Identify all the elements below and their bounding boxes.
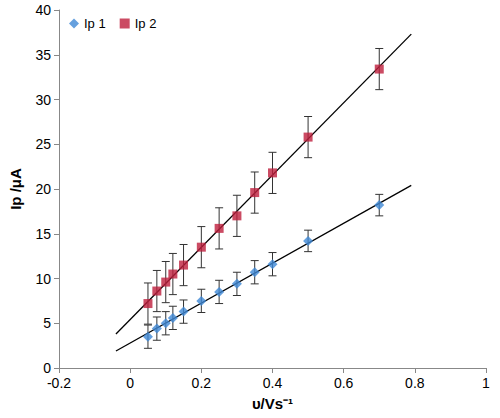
svg-text:Ip 1: Ip 1 [84,16,106,31]
svg-text:40: 40 [35,2,51,18]
svg-text:Ip /μA: Ip /μA [7,168,24,210]
svg-text:10: 10 [35,271,51,287]
svg-text:0: 0 [126,375,134,391]
svg-text:1: 1 [482,375,490,391]
svg-text:20: 20 [35,181,51,197]
svg-text:0.6: 0.6 [334,375,354,391]
svg-text:Ip 2: Ip 2 [135,16,157,31]
svg-text:30: 30 [35,92,51,108]
svg-text:5: 5 [43,315,51,331]
svg-text:0.4: 0.4 [263,375,283,391]
svg-text:υ/Vs⁻¹: υ/Vs⁻¹ [252,395,293,412]
svg-text:15: 15 [35,226,51,242]
svg-text:35: 35 [35,47,51,63]
svg-text:0.2: 0.2 [192,375,212,391]
svg-text:-0.2: -0.2 [47,375,71,391]
svg-text:25: 25 [35,136,51,152]
svg-text:0.8: 0.8 [405,375,425,391]
svg-text:0: 0 [43,360,51,376]
